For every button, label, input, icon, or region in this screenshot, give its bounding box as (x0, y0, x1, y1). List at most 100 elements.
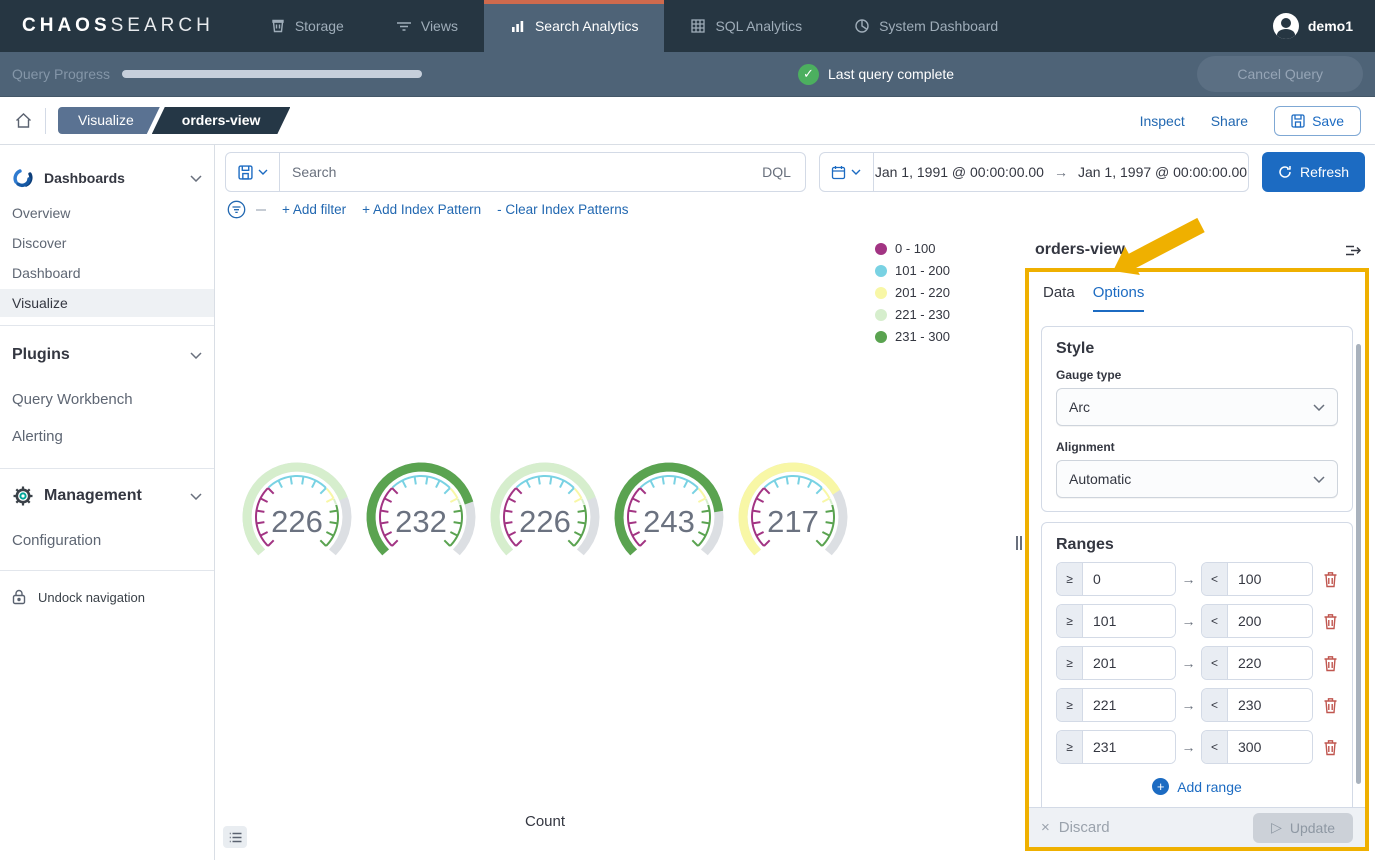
ranges-list: ≥ → < ≥ → < ≥ → < ≥ → < ≥ → < (1056, 562, 1338, 764)
user-menu[interactable]: demo1 (1272, 0, 1375, 52)
add-index-pattern-link[interactable]: + Add Index Pattern (362, 202, 482, 217)
gauges-row: 226 232 226 243 217 (235, 459, 855, 569)
refresh-icon (1279, 166, 1291, 178)
collapse-panel-icon[interactable] (1345, 244, 1361, 257)
date-picker: Jan 1, 1991 @ 00:00:00.00 → Jan 1, 1997 … (818, 152, 1249, 192)
sidebar-item-alerting[interactable]: Alerting (12, 428, 63, 445)
delete-range-icon[interactable] (1323, 613, 1338, 630)
legend-item[interactable]: 221 - 230 (875, 307, 950, 322)
breadcrumb-visualize-tag[interactable]: Visualize (58, 107, 160, 134)
svg-text:232: 232 (395, 504, 447, 539)
discard-button[interactable]: × Discard (1041, 819, 1110, 836)
home-icon[interactable] (14, 111, 33, 130)
nav-item-search-analytics[interactable]: Search Analytics (483, 0, 665, 52)
query-progress-row: Query Progress ✓ Last query complete Can… (0, 52, 1375, 97)
clear-index-patterns-link[interactable]: - Clear Index Patterns (497, 202, 629, 217)
section-title: Plugins (12, 346, 70, 363)
sidebar-item-visualize[interactable]: Visualize (0, 289, 214, 317)
nav-label: Views (420, 18, 458, 34)
gauge: 217 (738, 462, 848, 556)
range-from-input[interactable] (1083, 563, 1175, 595)
legend-item[interactable]: 231 - 300 (875, 329, 950, 344)
alignment-select[interactable]: Automatic (1056, 460, 1338, 498)
nav-item-sql-analytics[interactable]: SQL Analytics (664, 0, 828, 52)
undock-navigation[interactable]: Undock navigation (0, 579, 214, 615)
delete-range-icon[interactable] (1323, 697, 1338, 714)
chevron-down-icon (258, 169, 267, 175)
sidebar-section-management[interactable]: Management (0, 477, 214, 515)
breadcrumb-view-tag[interactable]: orders-view (152, 107, 291, 134)
calendar-menu[interactable] (820, 153, 874, 191)
range-to-input[interactable] (1228, 605, 1312, 637)
dashboards-logo-icon (13, 169, 33, 187)
tab-options[interactable]: Options (1092, 284, 1145, 312)
range-to-input[interactable] (1228, 563, 1312, 595)
update-button[interactable]: ▷ Update (1253, 812, 1353, 843)
sidebar-item-dashboard[interactable]: Dashboard (12, 265, 81, 281)
range-to-input[interactable] (1228, 647, 1312, 679)
inspect-link[interactable]: Inspect (1139, 112, 1185, 129)
tab-data[interactable]: Data (1043, 284, 1075, 301)
list-icon (229, 832, 241, 842)
range-to-group: < (1201, 688, 1313, 722)
range-from-input[interactable] (1083, 605, 1175, 637)
chevron-down-icon (190, 174, 202, 182)
section-title: Management (44, 487, 142, 504)
nav-item-system-dashboard[interactable]: System Dashboard (828, 0, 1024, 52)
svg-text:226: 226 (519, 504, 571, 539)
legend-item[interactable]: 201 - 220 (875, 285, 950, 300)
legend-toggle-button[interactable] (223, 826, 247, 848)
sidebar-section-plugins[interactable]: Plugins (0, 334, 214, 372)
nav-label: SQL Analytics (715, 18, 803, 34)
panel-scrollbar[interactable] (1356, 344, 1361, 784)
search-box: DQL (225, 152, 806, 192)
sidebar-section-dashboards[interactable]: Dashboards (0, 159, 214, 197)
calendar-icon (832, 165, 846, 179)
legend-item[interactable]: 101 - 200 (875, 263, 950, 278)
range-from-group: ≥ (1056, 730, 1176, 764)
user-avatar-icon (1272, 13, 1299, 39)
range-from-input[interactable] (1083, 731, 1175, 763)
options-content: Style Gauge type Arc Alignment Automatic (1029, 318, 1365, 847)
delete-range-icon[interactable] (1323, 739, 1338, 756)
range-to-group: < (1201, 604, 1313, 638)
range-arrow: → (1181, 739, 1196, 755)
date-to[interactable]: Jan 1, 1997 @ 00:00:00.00 (1077, 164, 1248, 180)
legend-item[interactable]: 0 - 100 (875, 241, 950, 256)
date-range[interactable]: Jan 1, 1991 @ 00:00:00.00 → Jan 1, 1997 … (874, 164, 1248, 180)
add-filter-link[interactable]: + Add filter (282, 202, 347, 217)
sidebar-item-overview[interactable]: Overview (12, 205, 71, 221)
sidebar-item-configuration[interactable]: Configuration (12, 532, 102, 549)
storage-icon (272, 19, 284, 33)
undock-label: Undock navigation (38, 589, 145, 605)
svg-text:217: 217 (767, 504, 819, 539)
sidebar-item-discover[interactable]: Discover (12, 235, 67, 251)
delete-range-icon[interactable] (1323, 655, 1338, 672)
delete-range-icon[interactable] (1323, 571, 1338, 588)
range-to-input[interactable] (1228, 689, 1312, 721)
refresh-button[interactable]: Refresh (1261, 152, 1365, 192)
sidebar-item-query-workbench[interactable]: Query Workbench (12, 391, 133, 408)
save-button[interactable]: Save (1274, 105, 1361, 136)
nav-item-views[interactable]: Views (370, 0, 484, 52)
filter-circle-icon[interactable] (227, 200, 246, 219)
range-from-input[interactable] (1083, 689, 1175, 721)
panel-resize-handle[interactable] (1016, 536, 1022, 550)
range-to-input[interactable] (1228, 731, 1312, 763)
add-range-button[interactable]: + Add range (1056, 778, 1338, 795)
query-language-toggle[interactable]: DQL (762, 164, 791, 180)
gear-icon (13, 486, 33, 506)
gte-prefix: ≥ (1057, 689, 1083, 721)
nav-item-storage[interactable]: Storage (244, 0, 370, 52)
cancel-query-button[interactable]: Cancel Query (1197, 56, 1363, 92)
saved-query-menu[interactable] (226, 153, 280, 191)
range-from-input[interactable] (1083, 647, 1175, 679)
gauge-type-select[interactable]: Arc (1056, 388, 1338, 426)
query-progress-bar (122, 70, 423, 78)
chevron-down-icon (190, 351, 202, 359)
search-input[interactable] (280, 164, 749, 180)
range-row: ≥ → < (1056, 688, 1338, 722)
date-from[interactable]: Jan 1, 1991 @ 00:00:00.00 (874, 164, 1044, 180)
share-link[interactable]: Share (1210, 112, 1249, 129)
pie-chart-icon (855, 19, 869, 33)
